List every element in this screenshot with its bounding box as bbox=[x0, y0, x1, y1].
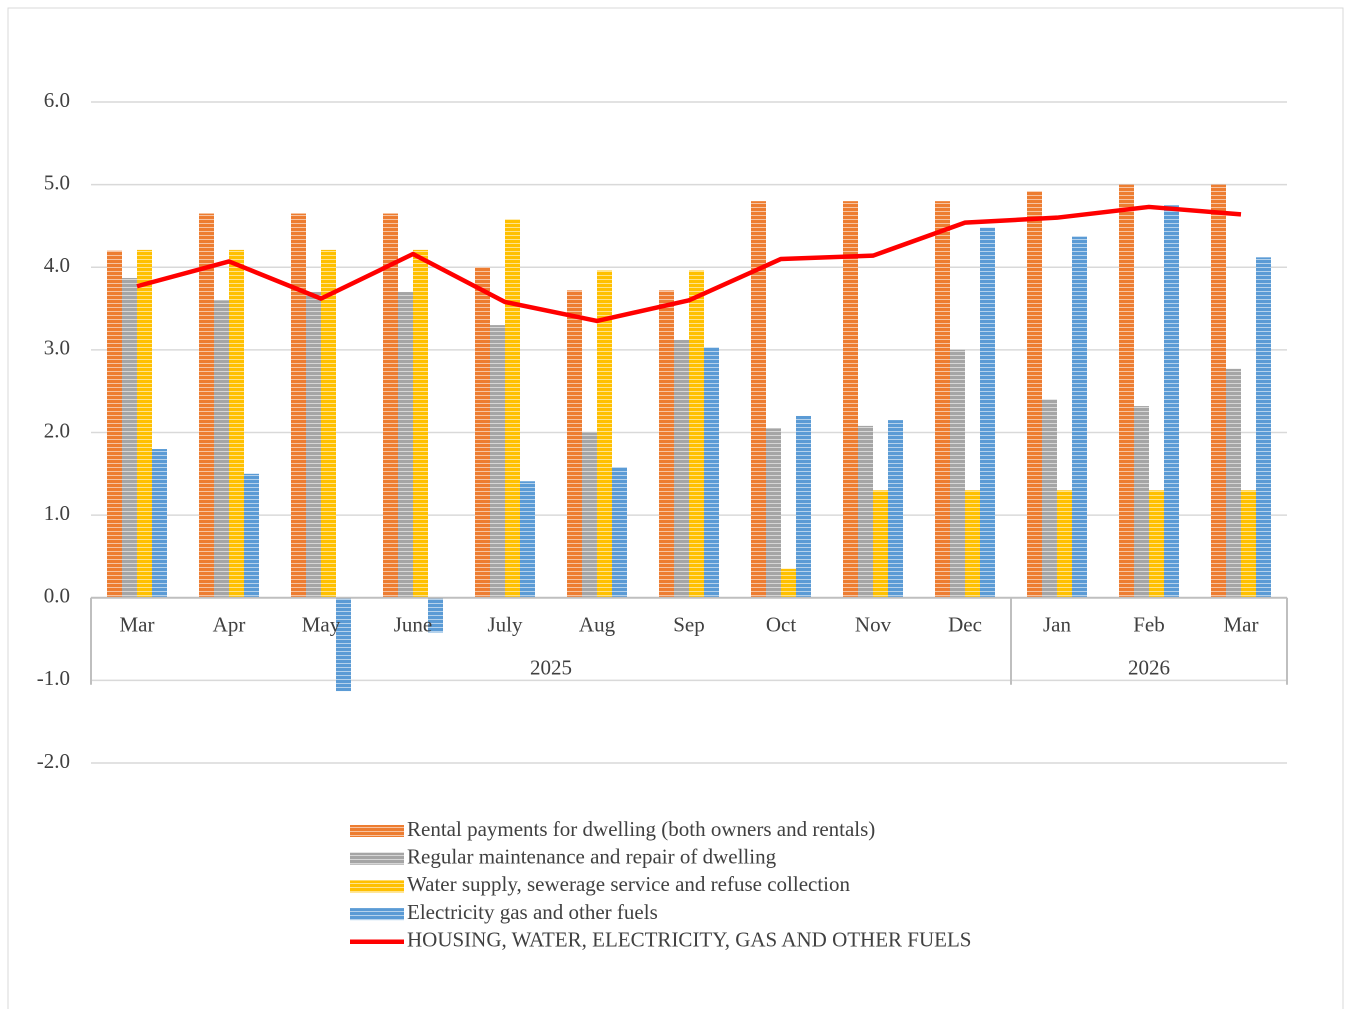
bar bbox=[751, 201, 766, 598]
bar bbox=[1057, 490, 1072, 598]
legend-label: Electricity gas and other fuels bbox=[407, 900, 658, 924]
legend-swatch bbox=[350, 880, 404, 893]
bar bbox=[659, 290, 674, 598]
bar bbox=[1149, 490, 1164, 598]
y-tick-label: 6.0 bbox=[44, 88, 70, 112]
bar bbox=[520, 481, 535, 598]
bar bbox=[704, 347, 719, 598]
x-tick-label: Nov bbox=[855, 613, 892, 637]
y-tick-label: 2.0 bbox=[44, 418, 70, 442]
bar bbox=[291, 213, 306, 598]
y-tick-label: -1.0 bbox=[37, 666, 70, 690]
legend-label: Water supply, sewerage service and refus… bbox=[407, 872, 850, 896]
bar bbox=[505, 219, 520, 598]
bar bbox=[229, 249, 244, 598]
bar bbox=[490, 325, 505, 598]
y-tick-label: 1.0 bbox=[44, 501, 70, 525]
y-tick-label: 0.0 bbox=[44, 584, 70, 608]
x-tick-label: Aug bbox=[579, 613, 616, 637]
x-group-label: 2025 bbox=[530, 656, 572, 680]
x-tick-label: Mar bbox=[120, 613, 155, 637]
x-tick-label: Apr bbox=[213, 613, 246, 637]
bar bbox=[152, 449, 167, 598]
x-group-label: 2026 bbox=[1128, 656, 1170, 680]
bar bbox=[796, 415, 811, 598]
y-tick-label: 4.0 bbox=[44, 253, 70, 277]
bar bbox=[336, 597, 351, 692]
y-tick-label: 5.0 bbox=[44, 170, 70, 194]
x-tick-label: Oct bbox=[766, 613, 796, 637]
bar bbox=[122, 277, 137, 598]
x-tick-label: June bbox=[394, 613, 433, 637]
bar bbox=[1226, 368, 1241, 598]
bar bbox=[398, 292, 413, 598]
bar bbox=[567, 290, 582, 598]
legend-swatch bbox=[350, 825, 404, 837]
bar bbox=[383, 213, 398, 598]
bar bbox=[1119, 184, 1134, 598]
legend-label: Regular maintenance and repair of dwelli… bbox=[407, 845, 777, 869]
y-tick-label: 3.0 bbox=[44, 336, 70, 360]
bar bbox=[199, 213, 214, 598]
line bbox=[136, 204, 1242, 324]
bar bbox=[306, 292, 321, 598]
bar bbox=[413, 249, 428, 598]
bar bbox=[950, 349, 965, 598]
x-tick-label: Dec bbox=[948, 613, 982, 637]
bar bbox=[107, 250, 122, 598]
bar bbox=[689, 270, 704, 598]
bar bbox=[858, 425, 873, 598]
bar bbox=[612, 467, 627, 598]
x-tick-label: Feb bbox=[1133, 613, 1165, 637]
legend-label: Rental payments for dwelling (both owner… bbox=[407, 817, 875, 841]
bar bbox=[965, 490, 980, 598]
y-tick-label: -2.0 bbox=[37, 749, 70, 773]
bar bbox=[1241, 490, 1256, 598]
bar bbox=[781, 568, 796, 598]
bar bbox=[582, 432, 597, 598]
bar bbox=[1164, 205, 1179, 598]
x-tick-label: Jan bbox=[1043, 613, 1071, 637]
bar bbox=[1256, 257, 1271, 598]
legend-label: HOUSING, WATER, ELECTRICITY, GAS AND OTH… bbox=[407, 928, 972, 952]
bar bbox=[873, 490, 888, 598]
x-tick-label: Mar bbox=[1224, 613, 1259, 637]
bar bbox=[597, 270, 612, 598]
bar bbox=[843, 201, 858, 598]
bar bbox=[244, 473, 259, 598]
x-tick-label: May bbox=[302, 613, 341, 637]
bar bbox=[1211, 184, 1226, 598]
legend-swatch bbox=[350, 852, 404, 865]
bar bbox=[428, 597, 443, 633]
bar bbox=[888, 420, 903, 598]
bar bbox=[1042, 399, 1057, 598]
bar bbox=[1027, 191, 1042, 598]
bar bbox=[980, 227, 995, 598]
legend-swatch bbox=[350, 908, 404, 921]
bar bbox=[137, 249, 152, 598]
bar bbox=[935, 201, 950, 598]
bar bbox=[475, 267, 490, 598]
bar bbox=[321, 249, 336, 598]
bar bbox=[674, 339, 689, 598]
bar bbox=[1072, 236, 1087, 598]
bar bbox=[1134, 406, 1149, 598]
x-tick-label: July bbox=[487, 613, 523, 637]
bar bbox=[214, 300, 229, 598]
bar bbox=[766, 428, 781, 598]
x-tick-label: Sep bbox=[673, 613, 705, 637]
